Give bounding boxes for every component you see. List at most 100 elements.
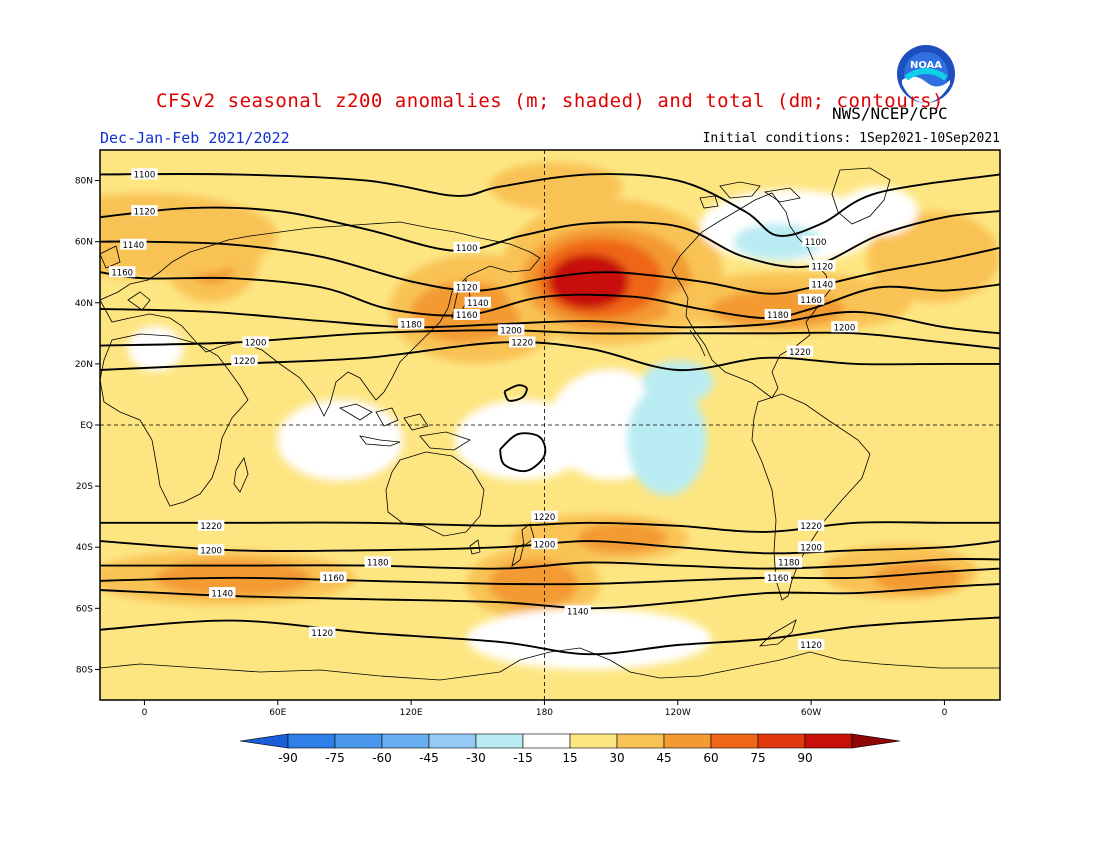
lon-tick-label: 60E — [269, 708, 286, 718]
lat-tick-label: 80N — [75, 177, 93, 187]
anomaly-region — [548, 253, 629, 309]
anomaly-region — [642, 360, 714, 404]
lat-tick-label: 80S — [76, 665, 93, 675]
colorbar-arrow-high — [851, 733, 901, 749]
anomaly-region — [577, 522, 667, 554]
contour-label: 1200 — [500, 326, 522, 336]
contour-label-bg — [131, 205, 158, 217]
colorbar-tick-label: -75 — [325, 751, 345, 765]
lon-tick-label: 60W — [801, 708, 821, 718]
colorbar-tick-label: -15 — [513, 751, 533, 765]
contour-1240 — [499, 432, 547, 473]
reference-lines — [100, 150, 1000, 700]
contour-1220 — [100, 341, 1000, 371]
contour-label-bg — [802, 235, 829, 247]
lat-tick-label: 20N — [75, 360, 93, 370]
chart-title: CFSv2 seasonal z200 anomalies (m; shaded… — [156, 90, 944, 112]
contour-label: 1180 — [767, 311, 789, 321]
contour-label-bg — [831, 321, 858, 333]
height-contours: 1100 1100 1100 1120 1120 1120 1140 1140 1140 1160… — [100, 168, 1000, 656]
colorbar-swatch — [428, 733, 477, 749]
contour-label-bg — [397, 318, 425, 330]
contour-label: 1180 — [367, 559, 389, 569]
contour-label: 1200 — [834, 323, 856, 333]
contour-label-bg — [775, 556, 803, 568]
initial-conditions-label: Initial conditions: 1Sep2021-10Sep2021 — [702, 131, 1000, 146]
agency-label: NWS/NCEP/CPC — [832, 104, 948, 123]
contour-label-bg — [786, 345, 814, 357]
contour-label: 1220 — [511, 339, 533, 349]
colorbar-tick-label: -60 — [372, 751, 392, 765]
contour-label: 1220 — [800, 522, 822, 532]
anomaly-region — [466, 608, 712, 670]
colorbar-arrow-low — [239, 733, 289, 749]
contour-1120 — [100, 206, 1000, 269]
contour-label-bg — [531, 510, 558, 522]
colorbar-swatch — [616, 733, 665, 749]
contour-label: 1120 — [811, 262, 833, 272]
contour-label: 1160 — [800, 296, 822, 306]
contour-label-bg — [131, 168, 158, 180]
contour-label-bg — [109, 266, 136, 278]
contour-1160 — [100, 567, 1000, 586]
lon-tick-label: 120W — [665, 708, 691, 718]
contour-label-bg — [497, 324, 525, 336]
anomaly-region — [837, 186, 918, 236]
contour-1100 — [100, 173, 1000, 237]
colorbar-tick-label: -90 — [278, 751, 298, 765]
noaa-logo: NOAA — [897, 45, 955, 103]
contour-1140 — [100, 240, 1000, 295]
contour-1180 — [100, 558, 1000, 570]
contour-label: 1120 — [134, 207, 156, 217]
lon-tick-label: 180 — [536, 708, 553, 718]
contour-label: 1160 — [111, 268, 133, 278]
contour-label: 1120 — [800, 641, 822, 651]
colorbar-tick-label: 45 — [656, 751, 671, 765]
colorbar-tick-label: 15 — [562, 751, 577, 765]
contour-label-bg — [453, 309, 480, 320]
contour-label-bg — [120, 238, 147, 250]
contour-label-bg — [242, 336, 269, 348]
colorbar-swatch — [757, 733, 806, 749]
anomaly-region — [128, 327, 183, 370]
colorbar-tick-label: 90 — [797, 751, 812, 765]
contour-label: 1160 — [767, 574, 789, 584]
contour-label-bg — [809, 260, 836, 272]
contour-label-bg — [197, 544, 225, 556]
noaa-logo-text: NOAA — [910, 60, 942, 71]
colorbar-swatch — [522, 733, 571, 749]
contour-label: 1120 — [311, 629, 333, 639]
anomaly-region — [626, 385, 707, 496]
contour-label: 1100 — [134, 171, 156, 181]
contour-label-bg — [764, 571, 791, 583]
contour-label-bg — [197, 519, 225, 531]
contour-label-bg — [797, 541, 825, 553]
contour-label-bg — [309, 626, 336, 638]
contour-1240 — [503, 384, 528, 402]
contour-label: 1140 — [567, 608, 589, 618]
contour-label: 1120 — [456, 284, 478, 294]
lat-tick-label: 40S — [76, 543, 93, 553]
anomaly-region — [277, 400, 403, 480]
contour-label-bg — [453, 241, 480, 253]
contour-1200 — [100, 329, 1000, 350]
contour-label: 1100 — [805, 238, 827, 248]
contour-1160 — [100, 271, 1000, 320]
anomaly-region — [455, 400, 589, 480]
contour-1180 — [100, 307, 1000, 335]
contour-1120 — [100, 616, 1000, 656]
contour-label: 1140 — [811, 281, 833, 291]
contour-label: 1200 — [800, 543, 822, 553]
contour-label-bg — [231, 354, 258, 366]
contour-label-bg — [797, 293, 825, 305]
anomaly-region — [488, 162, 623, 212]
anomaly-region — [873, 562, 963, 594]
contour-1200 — [100, 540, 1000, 555]
lat-tick-label: 60S — [76, 604, 93, 614]
contour-label-bg — [797, 639, 825, 650]
contour-label: 1160 — [323, 574, 345, 584]
contour-label-bg — [809, 278, 836, 290]
contour-label-bg — [509, 336, 536, 348]
lat-tick-label: 20S — [76, 482, 93, 492]
